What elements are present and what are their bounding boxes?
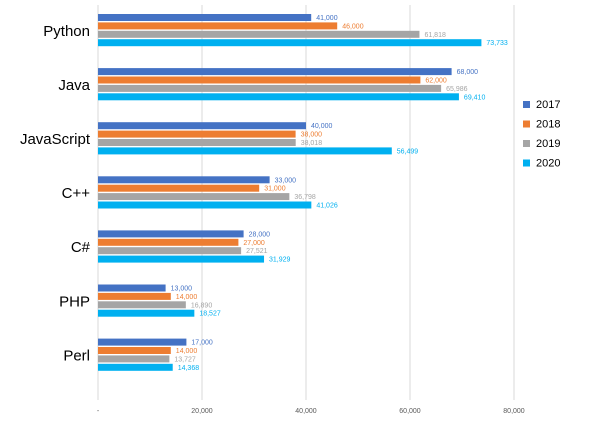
data-label: 68,000 (457, 69, 479, 76)
bar (98, 338, 187, 346)
bar (98, 22, 338, 30)
legend-swatch (523, 120, 530, 128)
data-label: 41,026 (316, 203, 338, 210)
data-label: 16,890 (191, 302, 213, 309)
bar (98, 176, 270, 184)
bar (98, 301, 186, 309)
legend-swatch (523, 140, 530, 147)
legend-entry: 2020 (536, 158, 560, 170)
data-label: 56,499 (397, 148, 419, 155)
bar (98, 230, 244, 238)
data-label: 18,527 (199, 311, 221, 318)
bar (98, 130, 296, 138)
legend-entry: 2018 (536, 119, 560, 131)
data-label: 28,000 (249, 231, 271, 238)
data-label: 38,000 (301, 132, 323, 139)
data-label: 65,986 (446, 86, 468, 93)
legend-entry: 2017 (536, 99, 560, 111)
legend: 2017 2018 2019 2020 (523, 99, 560, 170)
data-label: 31,929 (269, 257, 291, 264)
bar (98, 193, 290, 201)
bar (98, 147, 392, 155)
bar (98, 347, 171, 354)
bar (98, 139, 296, 146)
bar (98, 14, 312, 21)
data-label: 14,000 (176, 294, 198, 301)
category-label: Perl (63, 347, 90, 364)
bar (98, 247, 242, 255)
data-labels: 41,000 46,000 61,818 73,733 68,000 62,00065,9… (171, 15, 508, 372)
bar (98, 93, 459, 101)
category-label: C# (71, 239, 91, 256)
data-label: 41,000 (316, 15, 338, 22)
data-label: 36,798 (294, 194, 316, 201)
x-tick-label: 80,000 (503, 408, 525, 415)
category-label: Java (58, 77, 90, 94)
category-label: PHP (59, 293, 90, 310)
data-label: 14,368 (178, 365, 200, 372)
x-axis-ticks: - 20,000 40,000 60,000 80,000 (97, 408, 525, 415)
legend-swatch (523, 159, 530, 167)
bar (98, 284, 166, 292)
x-tick-label: - (97, 408, 100, 415)
data-label: 27,521 (246, 248, 268, 255)
data-label: 46,000 (342, 23, 364, 30)
bar (98, 363, 173, 371)
x-tick-label: 40,000 (295, 408, 317, 415)
bars (98, 14, 482, 371)
bar (98, 184, 260, 192)
data-label: 13,000 (171, 286, 193, 293)
x-tick-label: 60,000 (399, 408, 421, 415)
category-label: C++ (62, 185, 91, 202)
bar (98, 84, 442, 92)
data-label: 69,410 (464, 94, 486, 101)
legend-entry: 2019 (536, 138, 560, 150)
data-label: 40,000 (311, 123, 333, 130)
data-label: 14,000 (176, 348, 198, 355)
data-label: 33,000 (275, 177, 297, 184)
bar (98, 255, 265, 263)
data-label: 31,000 (264, 186, 286, 193)
data-label: 38,018 (301, 140, 323, 147)
legend-swatch (523, 101, 530, 108)
data-label: 73,733 (486, 40, 508, 47)
bar (98, 30, 420, 38)
data-label: 27,000 (243, 240, 265, 247)
bar (98, 292, 171, 300)
data-label: 17,000 (191, 340, 213, 347)
category-label: JavaScript (20, 131, 91, 148)
bar (98, 39, 482, 47)
category-label: Python (43, 23, 90, 40)
category-labels: Python Java JavaScript C++ C# PHP Perl (20, 23, 91, 365)
bar (98, 201, 312, 209)
bar (98, 68, 452, 76)
data-label: 61,818 (424, 32, 446, 39)
data-label: 13,727 (174, 356, 196, 363)
x-tick-label: 20,000 (191, 408, 213, 415)
bar (98, 76, 421, 84)
bar (98, 355, 170, 363)
bar (98, 309, 195, 317)
bar (98, 238, 239, 246)
data-label: 62,000 (425, 78, 447, 85)
bar (98, 122, 306, 130)
